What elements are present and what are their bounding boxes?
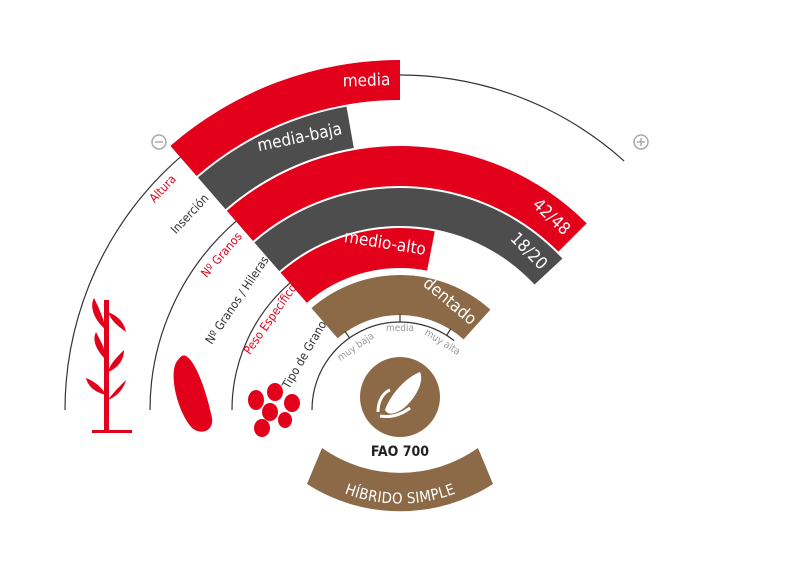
scale-tick <box>344 331 351 339</box>
guide-arc <box>311 321 455 411</box>
row-label: Inserción <box>168 191 212 236</box>
cob-icon <box>173 355 213 432</box>
plant-icon <box>86 298 132 433</box>
guide-arc <box>149 220 237 411</box>
value-band <box>226 146 587 252</box>
plus-icon <box>633 134 649 150</box>
row-label: Altura <box>146 172 178 205</box>
row-label: Nº Granos <box>198 229 245 280</box>
fao-label: FAO 700 <box>371 444 429 460</box>
value-band <box>280 228 435 303</box>
minus-icon <box>151 134 167 150</box>
guide-arc <box>231 282 291 411</box>
hybrid-band <box>307 448 493 512</box>
scale-label: media <box>386 323 414 334</box>
value-band <box>197 106 354 210</box>
band-value: media <box>342 70 390 91</box>
value-band <box>254 187 563 285</box>
row-label: Tipo de Grano <box>279 318 330 392</box>
value-band <box>170 60 400 177</box>
scale-label: muy baja <box>336 331 377 364</box>
scale-tick <box>446 328 452 336</box>
corn-badge <box>360 357 440 437</box>
kernels-icon <box>248 383 300 437</box>
value-band <box>311 275 491 340</box>
